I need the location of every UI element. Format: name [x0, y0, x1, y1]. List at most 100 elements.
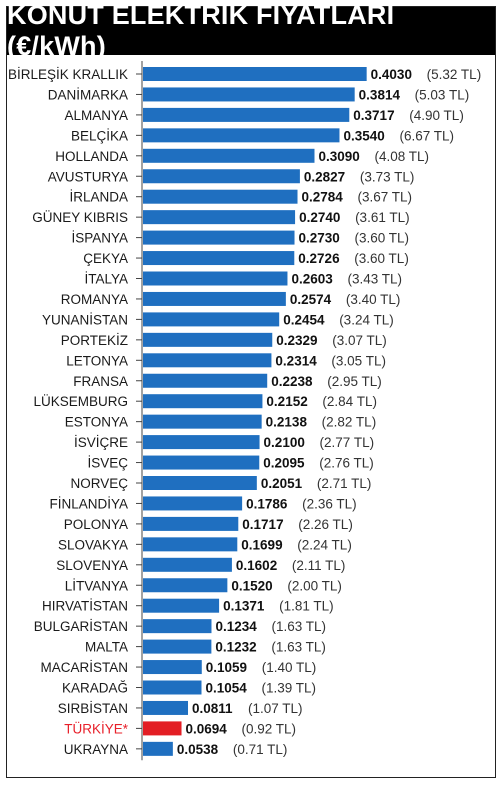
bar: [143, 741, 173, 756]
value-label: 0.0538: [177, 742, 219, 757]
bar: [143, 67, 367, 81]
value-label: 0.2574: [290, 292, 332, 307]
bar: [143, 516, 239, 531]
category-label: NORVEÇ: [70, 476, 128, 491]
bar: [143, 148, 315, 163]
tl-price-label: (2.76 TL): [319, 456, 374, 471]
bar: [143, 291, 286, 306]
value-label: 0.2138: [266, 415, 308, 430]
tl-price-label: (2.82 TL): [322, 415, 377, 430]
value-label: 0.2238: [271, 374, 313, 389]
value-label: 0.1602: [236, 558, 277, 573]
tl-price-label: (4.08 TL): [374, 149, 429, 164]
chart-title: KONUT ELEKTRİK FİYATLARI (€/kWh): [7, 0, 495, 61]
category-label: İRLANDA: [69, 190, 128, 205]
category-label: MACARİSTAN: [40, 660, 128, 675]
bar: [143, 169, 300, 184]
tl-price-label: (3.67 TL): [358, 190, 413, 205]
category-label: FRANSA: [73, 374, 128, 389]
tl-price-label: (3.43 TL): [347, 272, 402, 287]
value-label: 0.3814: [359, 87, 401, 102]
value-label: 0.3717: [353, 108, 394, 123]
bar: [143, 619, 212, 634]
value-label: 0.2603: [291, 272, 333, 287]
value-label: 0.2100: [264, 435, 305, 450]
category-label: HIRVATİSTAN: [42, 599, 128, 614]
bar: [143, 598, 220, 613]
category-label: ÇEKYA: [83, 251, 128, 266]
tl-price-label: (3.05 TL): [331, 353, 386, 368]
category-label: İSVEÇ: [87, 456, 128, 471]
chart-frame: KONUT ELEKTRİK FİYATLARI (€/kWh) BİRLEŞİ…: [6, 0, 496, 778]
value-label: 0.2314: [275, 353, 317, 368]
category-label: ESTONYA: [65, 415, 128, 430]
value-label: 0.2454: [283, 312, 325, 327]
category-label: ROMANYA: [61, 292, 128, 307]
bar: [143, 128, 340, 143]
category-label: BİRLEŞİK KRALLIK: [8, 67, 128, 82]
tl-price-label: (3.24 TL): [339, 312, 394, 327]
bar: [143, 455, 260, 470]
bar: [143, 680, 202, 695]
value-label: 0.0811: [192, 701, 233, 716]
category-label: SLOVAKYA: [58, 537, 128, 552]
value-label: 0.2152: [266, 394, 307, 409]
value-label: 0.3090: [318, 149, 359, 164]
value-label: 0.2730: [299, 231, 340, 246]
category-label: FİNLANDİYA: [49, 496, 128, 511]
bar: [143, 271, 288, 286]
bar: [143, 557, 232, 572]
tl-price-label: (0.92 TL): [242, 721, 297, 736]
bar: [143, 578, 228, 593]
category-label: DANİMARKA: [48, 87, 128, 102]
category-label: POLONYA: [64, 517, 128, 532]
category-label: LÜKSEMBURG: [33, 394, 128, 409]
bar: [143, 414, 262, 429]
tl-price-label: (4.90 TL): [409, 108, 464, 123]
bar: [143, 435, 260, 450]
tl-price-label: (3.60 TL): [354, 251, 409, 266]
tl-price-label: (2.71 TL): [317, 476, 372, 491]
category-label: BELÇİKA: [71, 128, 128, 143]
bar: [143, 107, 350, 122]
tl-price-label: (3.40 TL): [346, 292, 401, 307]
value-label: 0.2784: [302, 190, 344, 205]
tl-price-label: (5.03 TL): [415, 87, 470, 102]
tl-price-label: (2.00 TL): [287, 578, 342, 593]
category-label: İSPANYA: [71, 231, 128, 246]
tl-price-label: (3.73 TL): [360, 169, 415, 184]
bar: [143, 721, 182, 736]
category-label: İSVİÇRE: [74, 435, 128, 450]
tl-price-label: (5.32 TL): [427, 67, 482, 82]
value-label: 0.2740: [299, 210, 340, 225]
value-label: 0.1520: [231, 578, 272, 593]
value-label: 0.2329: [276, 333, 317, 348]
bar: [143, 476, 257, 490]
category-label: AVUSTURYA: [48, 169, 128, 184]
tl-price-label: (0.71 TL): [233, 742, 288, 757]
value-label: 0.1371: [223, 599, 265, 614]
value-label: 0.4030: [371, 67, 412, 82]
tl-price-label: (1.39 TL): [261, 681, 316, 696]
category-label: LETONYA: [66, 353, 128, 368]
tl-price-label: (1.07 TL): [248, 701, 303, 716]
tl-price-label: (1.63 TL): [271, 640, 326, 655]
category-label: KARADAĞ: [62, 681, 128, 696]
bar-chart: BİRLEŞİK KRALLIK 0.4030 (5.32 TL) DANİMARKA…: [8, 61, 482, 761]
category-label: İTALYA: [84, 272, 128, 287]
bar: [143, 251, 295, 266]
value-label: 0.1717: [242, 517, 283, 532]
value-label: 0.2095: [263, 456, 305, 471]
value-label: 0.1786: [246, 496, 288, 511]
bar: [143, 660, 202, 675]
category-label: UKRAYNA: [64, 742, 128, 757]
bar: [143, 353, 272, 368]
value-label: 0.1234: [215, 619, 257, 634]
tl-price-label: (1.81 TL): [279, 599, 334, 614]
bar: [143, 312, 280, 327]
tl-price-label: (2.11 TL): [292, 558, 346, 573]
value-label: 0.1699: [241, 537, 282, 552]
category-label: GÜNEY KIBRIS: [32, 210, 128, 225]
category-label: TÜRKİYE*: [64, 721, 129, 736]
category-label: HOLLANDA: [55, 149, 128, 164]
